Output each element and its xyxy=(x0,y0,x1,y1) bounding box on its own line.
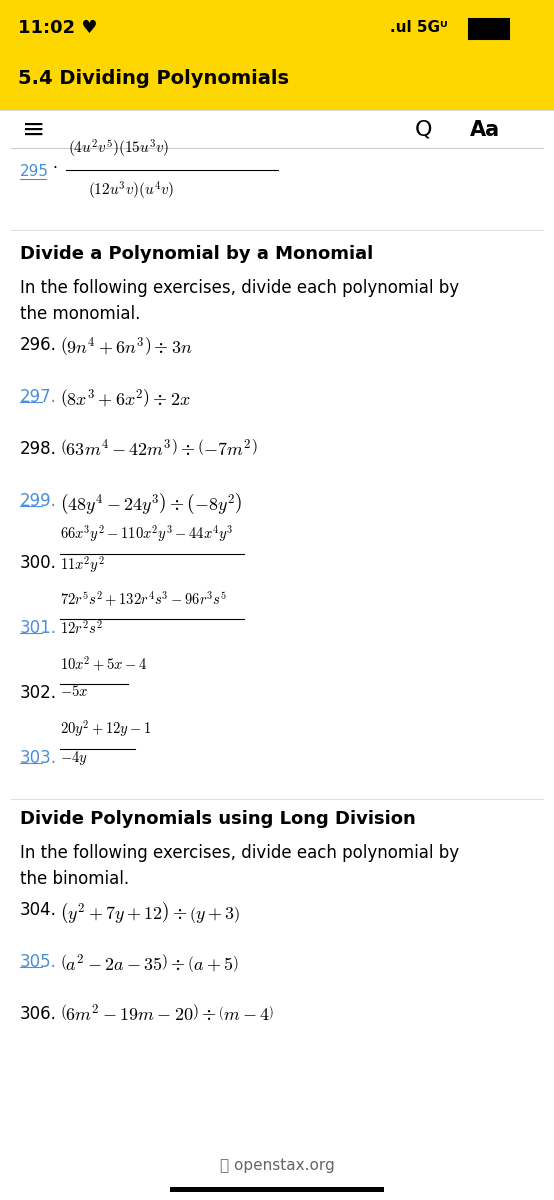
Bar xyxy=(0,0,554,110)
Text: $-5x$: $-5x$ xyxy=(60,684,89,698)
FancyBboxPatch shape xyxy=(469,19,509,38)
Text: $-4y$: $-4y$ xyxy=(60,749,88,767)
Text: $10x^2+5x-4$: $10x^2+5x-4$ xyxy=(60,654,147,674)
Text: $\left(48y^4 - 24y^3\right) \div \left(-8y^2\right)$: $\left(48y^4 - 24y^3\right) \div \left(-… xyxy=(60,491,243,516)
Text: $11x^2y^2$: $11x^2y^2$ xyxy=(60,554,105,575)
Text: Divide a Polynomial by a Monomial: Divide a Polynomial by a Monomial xyxy=(20,245,373,263)
Text: 295: 295 xyxy=(20,164,49,180)
Text: 302.: 302. xyxy=(20,684,57,702)
Text: In the following exercises, divide each polynomial by
the binomial.: In the following exercises, divide each … xyxy=(20,844,459,888)
Text: $\left(6m^2 - 19m - 20\right) \div \left(m - 4\right)$: $\left(6m^2 - 19m - 20\right) \div \left… xyxy=(60,1004,274,1024)
Text: 5.4 Dividing Polynomials: 5.4 Dividing Polynomials xyxy=(18,68,289,88)
Text: In the following exercises, divide each polynomial by
the monomial.: In the following exercises, divide each … xyxy=(20,278,459,323)
Text: 305.: 305. xyxy=(20,953,57,971)
Text: Aa: Aa xyxy=(470,120,500,140)
Text: 300.: 300. xyxy=(20,554,57,572)
Text: 11:02 ♥: 11:02 ♥ xyxy=(18,19,98,37)
Text: $20y^2+12y-1$: $20y^2+12y-1$ xyxy=(60,718,151,739)
Text: .: . xyxy=(52,156,57,172)
Text: $66x^3y^2-110x^2y^3-44x^4y^3$: $66x^3y^2-110x^2y^3-44x^4y^3$ xyxy=(60,523,233,544)
Text: $72r^5s^2+132r^4s^3-96r^3s^5$: $72r^5s^2+132r^4s^3-96r^3s^5$ xyxy=(60,589,227,608)
Text: 🔒 openstax.org: 🔒 openstax.org xyxy=(219,1158,335,1174)
Text: ≡: ≡ xyxy=(22,116,45,144)
Text: 304.: 304. xyxy=(20,901,57,919)
Text: $\left(9n^4 + 6n^3\right) \div 3n$: $\left(9n^4 + 6n^3\right) \div 3n$ xyxy=(60,335,193,358)
Text: .ul 5Gᵁ: .ul 5Gᵁ xyxy=(390,20,453,36)
Text: Divide Polynomials using Long Division: Divide Polynomials using Long Division xyxy=(20,810,416,828)
Text: 299.: 299. xyxy=(20,492,57,510)
Text: Q: Q xyxy=(415,120,433,140)
Text: 303.: 303. xyxy=(20,749,57,767)
Bar xyxy=(472,22,492,36)
Text: 297.: 297. xyxy=(20,388,57,406)
Text: 306.: 306. xyxy=(20,1006,57,1022)
Text: $(4u^2v^5)(15u^3v)$: $(4u^2v^5)(15u^3v)$ xyxy=(68,138,170,160)
Text: $\left(8x^3 + 6x^2\right) \div 2x$: $\left(8x^3 + 6x^2\right) \div 2x$ xyxy=(60,386,191,409)
Text: $12r^2s^2$: $12r^2s^2$ xyxy=(60,619,102,637)
Text: $(12u^3v)(u^4v)$: $(12u^3v)(u^4v)$ xyxy=(88,180,175,202)
Text: 296.: 296. xyxy=(20,336,57,354)
Text: $\left(a^2 - 2a - 35\right) \div \left(a + 5\right)$: $\left(a^2 - 2a - 35\right) \div \left(a… xyxy=(60,952,239,974)
Text: $\left(y^2 + 7y + 12\right) \div \left(y + 3\right)$: $\left(y^2 + 7y + 12\right) \div \left(y… xyxy=(60,900,240,925)
Text: $\left(63m^4 - 42m^3\right) \div \left(-7m^2\right)$: $\left(63m^4 - 42m^3\right) \div \left(-… xyxy=(60,439,258,458)
Text: 301.: 301. xyxy=(20,619,57,637)
Bar xyxy=(170,1187,384,1192)
Text: 298.: 298. xyxy=(20,440,57,458)
